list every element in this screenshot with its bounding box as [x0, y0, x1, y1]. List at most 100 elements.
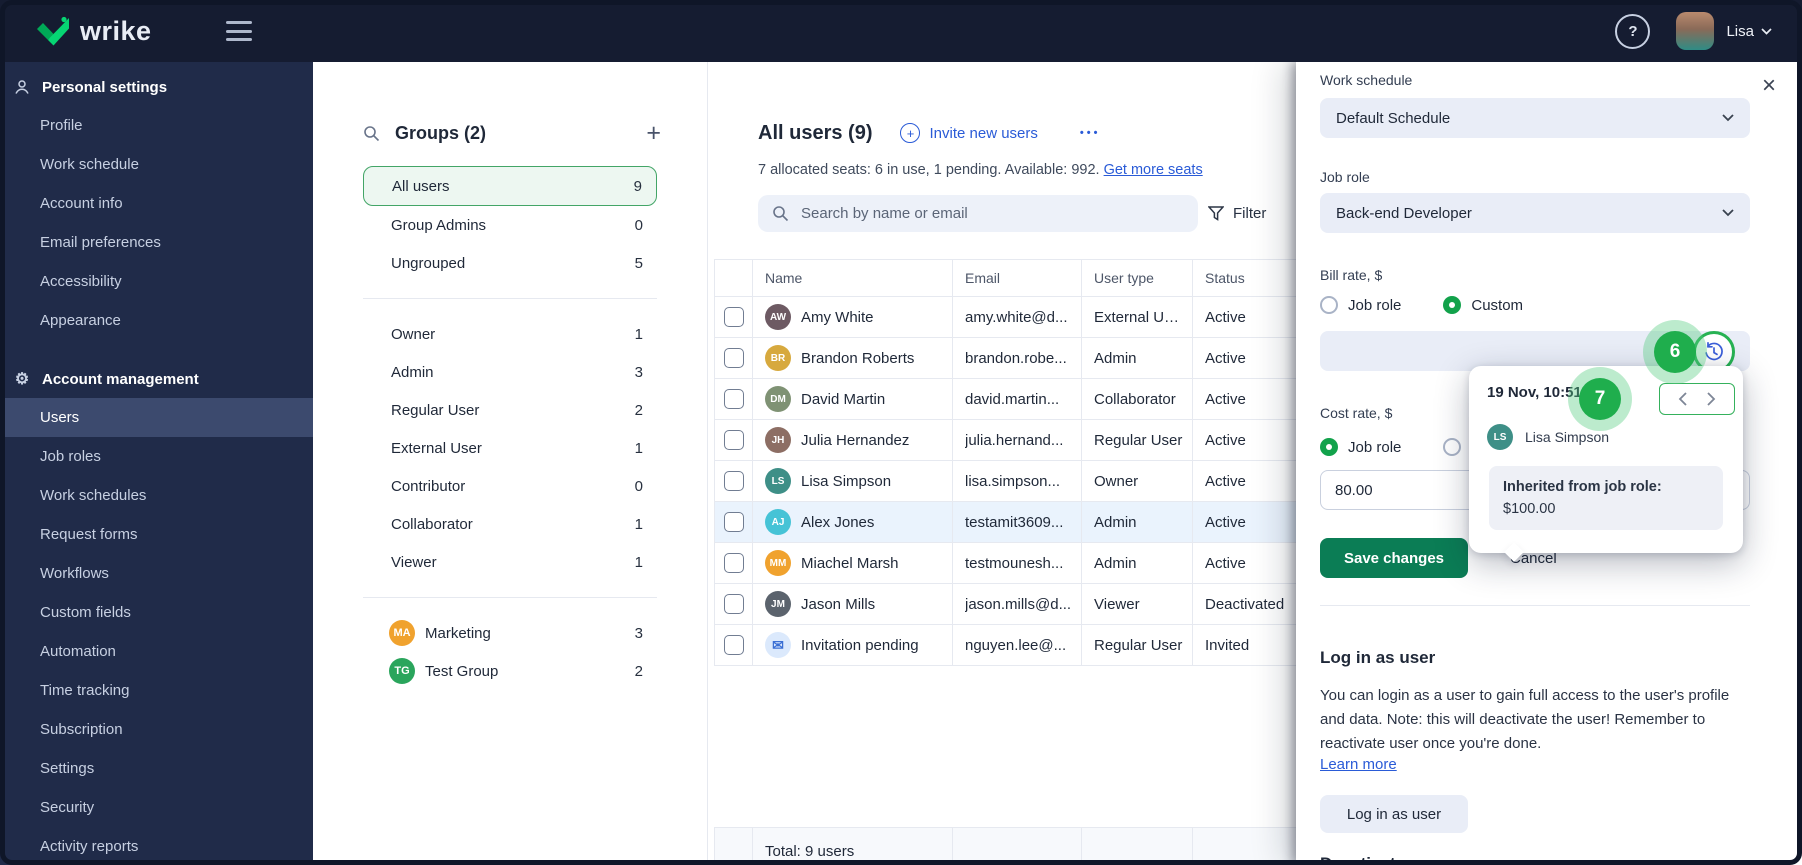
search-input[interactable] [799, 204, 1184, 223]
table-row[interactable]: AW Amy White amy.white@d... External User… [715, 297, 1297, 338]
group-item-regular-user[interactable]: Regular User 2 [391, 401, 643, 419]
login-as-user-title: Log in as user [1320, 648, 1436, 667]
sidebar-item-request-forms[interactable]: Request forms [40, 526, 138, 543]
group-item-ungrouped[interactable]: Ungrouped 5 [391, 254, 643, 272]
brand-name: wrike [80, 15, 152, 46]
search-icon [772, 205, 789, 222]
previous-icon[interactable] [1678, 392, 1687, 406]
sidebar-item-account-info[interactable]: Account info [40, 195, 123, 212]
row-checkbox[interactable] [723, 389, 744, 409]
avatar: BR [765, 345, 791, 371]
section-account-management: ⚙ Account management [14, 370, 199, 389]
funnel-icon [1208, 206, 1224, 221]
group-item-group-admins[interactable]: Group Admins 0 [391, 216, 643, 234]
add-group-icon[interactable]: + [646, 118, 661, 147]
more-actions-icon[interactable]: ••• [1079, 127, 1101, 139]
row-checkbox[interactable] [723, 430, 744, 450]
row-checkbox[interactable] [723, 512, 744, 532]
envelope-icon: ✉ [765, 632, 791, 658]
log-in-as-user-button[interactable]: Log in as user [1320, 795, 1468, 833]
callout-badge-7: 7 [1579, 378, 1621, 420]
table-row-selected[interactable]: AJ Alex Jones testamit3609... Admin Activ… [715, 502, 1297, 543]
filter-button[interactable]: Filter [1208, 195, 1266, 232]
next-icon[interactable] [1707, 392, 1716, 406]
group-item-marketing[interactable]: MA Marketing 3 [363, 614, 657, 652]
cost-rate-label: Cost rate, $ [1320, 405, 1393, 421]
group-item-viewer[interactable]: Viewer 1 [391, 553, 643, 571]
sidebar-item-email-preferences[interactable]: Email preferences [40, 234, 161, 251]
search-icon[interactable] [363, 125, 380, 142]
row-checkbox[interactable] [723, 594, 744, 614]
sidebar-item-settings[interactable]: Settings [40, 760, 95, 777]
sidebar-item-subscription[interactable]: Subscription [40, 721, 123, 738]
search-box[interactable] [758, 195, 1198, 232]
sidebar-item-work-schedules[interactable]: Work schedules [40, 487, 147, 504]
history-timestamp: 19 Nov, 10:51 am [1487, 384, 1608, 401]
user-name[interactable]: Lisa [1726, 22, 1754, 40]
table-row[interactable]: JM Jason Mills jason.mills@d... Viewer De… [715, 584, 1297, 625]
row-checkbox[interactable] [723, 307, 744, 327]
wrike-logo[interactable]: wrike [36, 16, 152, 47]
radio-bill-job-role[interactable] [1320, 296, 1338, 314]
menu-toggle-icon[interactable] [225, 21, 252, 41]
settings-sidebar: Personal settings Profile Work schedule … [0, 62, 313, 865]
plus-circle-icon: + [900, 123, 921, 143]
sidebar-item-security[interactable]: Security [40, 799, 95, 816]
table-row[interactable]: MM Miachel Marsh testmounesh... Admin Act… [715, 543, 1297, 584]
sidebar-item-time-tracking[interactable]: Time tracking [40, 682, 130, 699]
sidebar-item-automation[interactable]: Automation [40, 643, 116, 660]
sidebar-item-job-roles[interactable]: Job roles [40, 448, 101, 465]
work-schedule-select[interactable]: Default Schedule [1320, 98, 1750, 138]
table-row[interactable]: BR Brandon Roberts brandon.robe... Admin … [715, 338, 1297, 379]
group-item-test-group[interactable]: TG Test Group 2 [363, 652, 657, 690]
avatar: AJ [765, 509, 791, 535]
help-icon[interactable]: ? [1615, 13, 1651, 49]
groups-title: Groups (2) [395, 122, 487, 143]
avatar: LS [1487, 424, 1513, 450]
avatar: JH [765, 427, 791, 453]
sidebar-item-profile[interactable]: Profile [40, 117, 83, 134]
group-item-contributor[interactable]: Contributor 0 [391, 477, 643, 495]
group-item-admin[interactable]: Admin 3 [391, 363, 643, 381]
table-total-row: Total: 9 users [714, 827, 1297, 865]
get-more-seats-link[interactable]: Get more seats [1103, 162, 1203, 178]
groups-panel: Groups (2) + All users 9 Group Admins 0 … [313, 62, 707, 865]
table-row[interactable]: ✉ Invitation pending nguyen.lee@... Regul… [715, 625, 1297, 666]
sidebar-item-custom-fields[interactable]: Custom fields [40, 604, 131, 621]
row-checkbox[interactable] [723, 635, 744, 655]
table-row[interactable]: JH Julia Hernandez julia.hernand... Regul… [715, 420, 1297, 461]
group-item-owner[interactable]: Owner 1 [391, 325, 643, 343]
avatar: MM [765, 550, 791, 576]
table-row[interactable]: DM David Martin david.martin... Collabora… [715, 379, 1297, 420]
sidebar-item-accessibility[interactable]: Accessibility [40, 273, 122, 290]
inherited-rate-note: Inherited from job role: $100.00 [1489, 466, 1723, 530]
sidebar-item-work-schedule[interactable]: Work schedule [40, 156, 139, 173]
sidebar-item-users[interactable]: Users [0, 398, 313, 437]
history-pagination [1659, 383, 1735, 415]
sidebar-item-workflows[interactable]: Workflows [40, 565, 109, 582]
radio-cost-custom[interactable] [1443, 438, 1462, 456]
group-item-external-user[interactable]: External User 1 [391, 439, 643, 457]
radio-cost-job-role[interactable] [1320, 438, 1338, 456]
invite-new-users-button[interactable]: + Invite new users [900, 123, 1038, 143]
bill-rate-label: Bill rate, $ [1320, 267, 1383, 283]
sidebar-item-activity-reports[interactable]: Activity reports [40, 838, 139, 855]
close-icon[interactable]: × [1761, 72, 1776, 99]
radio-bill-custom[interactable] [1443, 296, 1462, 314]
group-avatar: MA [389, 620, 415, 646]
row-checkbox[interactable] [723, 471, 744, 491]
group-item-collaborator[interactable]: Collaborator 1 [391, 515, 643, 533]
table-row[interactable]: LS Lisa Simpson lisa.simpson... Owner Act… [715, 461, 1297, 502]
learn-more-link[interactable]: Learn more [1320, 756, 1397, 773]
users-panel: All users (9) + Invite new users ••• 7 a… [707, 62, 1297, 865]
row-checkbox[interactable] [723, 553, 744, 573]
group-item-all-users[interactable]: All users 9 [363, 166, 657, 206]
page-title: All users (9) [758, 121, 873, 144]
history-user-name: Lisa Simpson [1525, 429, 1610, 445]
chevron-down-icon[interactable] [1761, 27, 1772, 35]
job-role-select[interactable]: Back-end Developer [1320, 193, 1750, 233]
sidebar-item-appearance[interactable]: Appearance [40, 312, 121, 329]
user-avatar[interactable] [1676, 12, 1715, 50]
row-checkbox[interactable] [723, 348, 744, 368]
save-changes-button[interactable]: Save changes [1320, 538, 1468, 578]
